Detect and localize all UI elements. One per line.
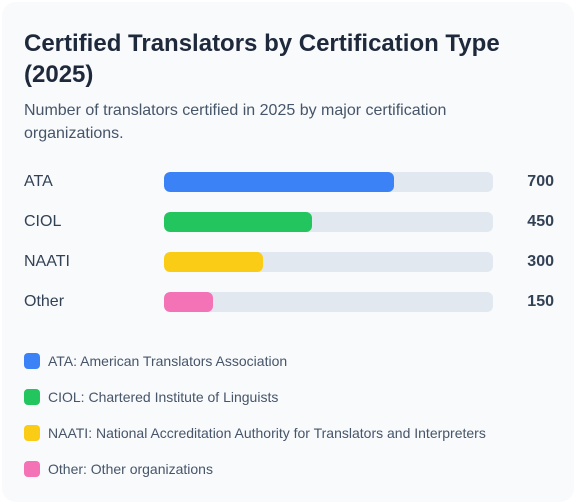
legend-swatch [24, 425, 40, 441]
bar-row: ATA 700 [24, 170, 554, 194]
bar-value-label: 450 [527, 213, 554, 230]
legend-label: ATA: American Translators Association [48, 353, 288, 369]
chart-subtitle: Number of translators certified in 2025 … [24, 102, 447, 142]
bar-row: CIOL 450 [24, 210, 554, 234]
bar-category-label: Other [24, 293, 65, 310]
legend: ATA: American Translators Association CIO… [24, 351, 564, 495]
bar-category-label: ATA [24, 173, 53, 190]
bar-value-label: 300 [527, 253, 554, 270]
legend-item: CIOL: Chartered Institute of Linguists [24, 387, 564, 407]
bar [164, 292, 214, 312]
legend-item: Other: Other organizations [24, 459, 564, 479]
bar-rows: ATA 700 CIOL 450 NAATI 300 Other 150 [24, 170, 554, 330]
bar-value-label: 150 [527, 293, 554, 310]
legend-swatch [24, 389, 40, 405]
legend-swatch [24, 353, 40, 369]
bar-row: NAATI 300 [24, 250, 554, 274]
legend-label: Other: Other organizations [48, 461, 213, 477]
legend-swatch [24, 461, 40, 477]
legend-label: CIOL: Chartered Institute of Linguists [48, 389, 279, 405]
bar [164, 252, 263, 272]
chart-title: Certified Translators by Certification T… [24, 30, 500, 88]
bar-track [164, 252, 493, 272]
bar [164, 172, 395, 192]
bar [164, 212, 313, 232]
bar-track [164, 292, 493, 312]
bar-track [164, 212, 493, 232]
legend-label: NAATI: National Accreditation Authority … [48, 425, 486, 441]
legend-item: NAATI: National Accreditation Authority … [24, 423, 564, 443]
bar-track [164, 172, 493, 192]
legend-item: ATA: American Translators Association [24, 351, 564, 371]
bar-category-label: NAATI [24, 253, 70, 270]
bar-row: Other 150 [24, 290, 554, 314]
bar-category-label: CIOL [24, 213, 62, 230]
bar-value-label: 700 [527, 173, 554, 190]
